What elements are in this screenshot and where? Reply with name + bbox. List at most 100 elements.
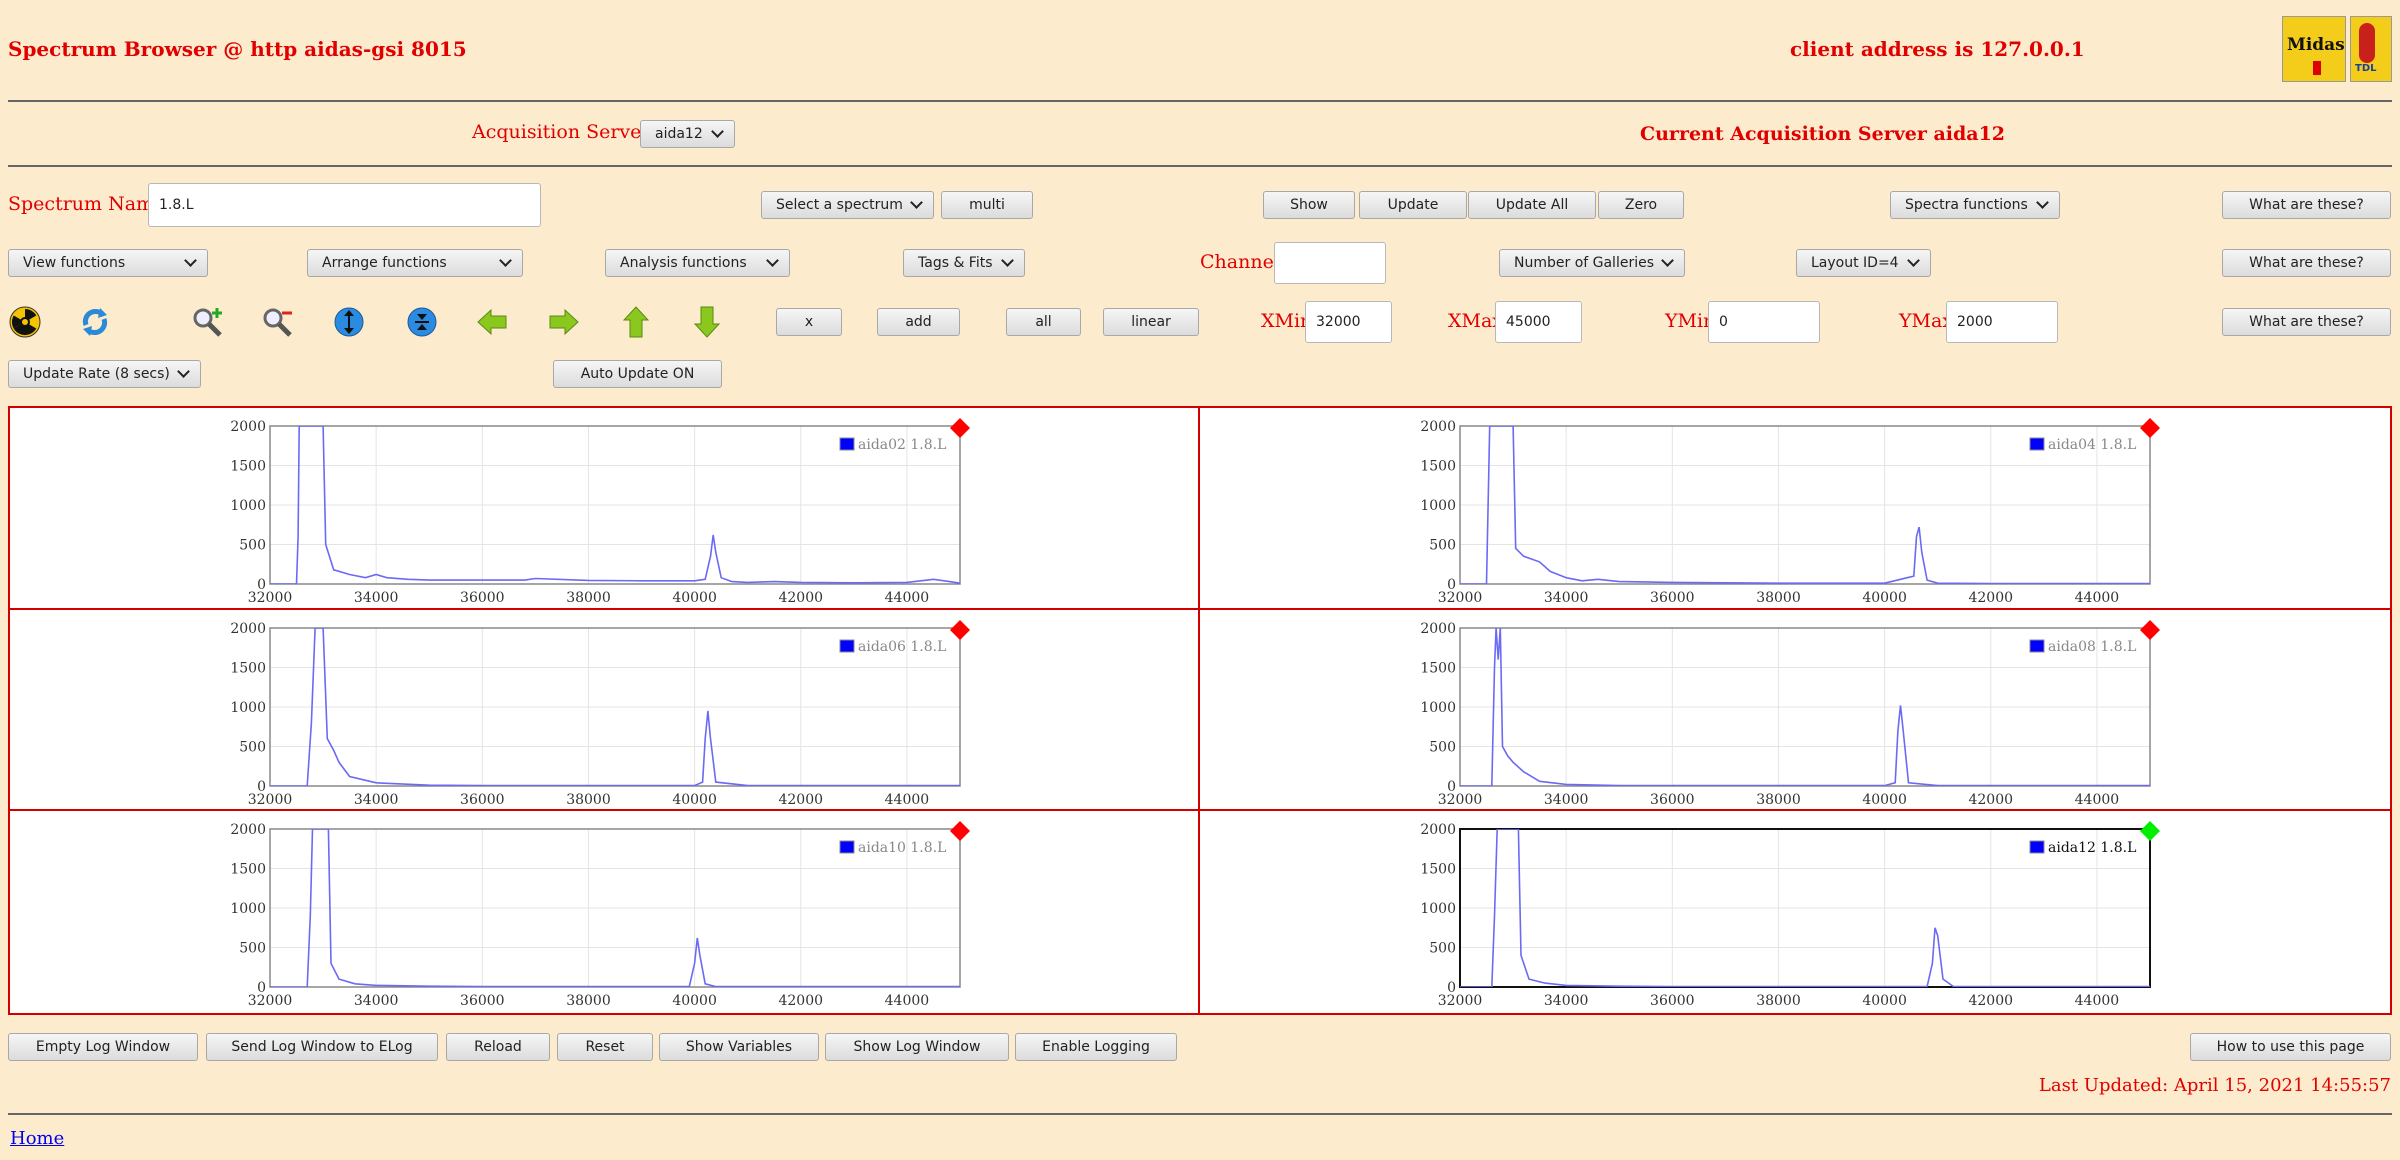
status-diamond-icon[interactable] — [950, 418, 970, 438]
expand-vertical-icon[interactable] — [332, 305, 366, 339]
zoom-in-icon[interactable] — [190, 305, 224, 339]
y-tick-label: 500 — [239, 739, 266, 755]
x-tick-label: 44000 — [885, 792, 930, 808]
xmax-input[interactable]: 45000 — [1495, 301, 1582, 343]
send-log-elog-button[interactable]: Send Log Window to ELog — [206, 1033, 438, 1061]
xmin-input[interactable]: 32000 — [1305, 301, 1392, 343]
help-button-2[interactable]: What are these? — [2222, 249, 2391, 277]
acquisition-server-value: aida12 — [655, 126, 703, 142]
reload-button[interactable]: Reload — [446, 1033, 550, 1061]
spectrum-series-line — [270, 426, 960, 584]
all-button[interactable]: all — [1006, 308, 1081, 336]
x-tick-label: 38000 — [566, 993, 611, 1009]
spectrum-plot-cell[interactable]: 32000 34000 36000 38000 40000 42000 44000 0 500 1… — [10, 609, 1200, 812]
y-tick-label: 1000 — [230, 901, 266, 917]
y-tick-label: 1500 — [1420, 459, 1456, 475]
x-button[interactable]: x — [776, 308, 842, 336]
spectrum-plot-cell[interactable]: 32000 34000 36000 38000 40000 42000 44000 0 500 1… — [1200, 408, 2390, 610]
auto-update-button[interactable]: Auto Update ON — [553, 360, 722, 388]
y-tick-label: 0 — [257, 577, 266, 593]
y-tick-label: 0 — [1447, 779, 1456, 795]
zero-button[interactable]: Zero — [1598, 191, 1684, 219]
show-button[interactable]: Show — [1263, 191, 1355, 219]
channel-input[interactable] — [1274, 242, 1386, 284]
x-tick-label: 42000 — [778, 993, 823, 1009]
show-variables-button[interactable]: Show Variables — [659, 1033, 819, 1061]
legend-swatch — [2029, 639, 2045, 653]
view-functions-dropdown[interactable]: View functions — [8, 249, 208, 277]
x-tick-label: 32000 — [1438, 792, 1483, 808]
spectra-functions-dropdown[interactable]: Spectra functions — [1890, 191, 2060, 219]
ymin-input[interactable]: 0 — [1708, 301, 1820, 343]
x-tick-label: 34000 — [354, 792, 399, 808]
linear-button[interactable]: linear — [1103, 308, 1199, 336]
update-all-button[interactable]: Update All — [1468, 191, 1596, 219]
spectrum-name-input[interactable]: 1.8.L — [148, 183, 541, 227]
plot-frame — [1459, 425, 2151, 585]
status-diamond-icon[interactable] — [2140, 418, 2160, 438]
arrange-functions-dropdown[interactable]: Arrange functions — [307, 249, 523, 277]
y-tick-label: 0 — [257, 980, 266, 996]
number-of-galleries-dropdown[interactable]: Number of Galleries — [1499, 249, 1685, 277]
x-tick-label: 34000 — [354, 590, 399, 606]
status-diamond-icon[interactable] — [950, 619, 970, 640]
spectrum-plot-svg: 32000 34000 36000 38000 40000 42000 44000 0 500 1… — [1420, 418, 2160, 606]
status-diamond-icon[interactable] — [2140, 821, 2160, 842]
chevron-down-icon — [184, 254, 197, 267]
status-diamond-icon[interactable] — [2140, 619, 2160, 640]
x-tick-label: 44000 — [885, 590, 930, 606]
spectrum-plot-cell[interactable]: 32000 34000 36000 38000 40000 42000 44000 0 500 1… — [1200, 811, 2390, 1013]
legend-label: aida08 1.8.L — [2048, 639, 2136, 655]
refresh-icon[interactable] — [78, 305, 112, 339]
select-spectrum-dropdown[interactable]: Select a spectrum — [761, 191, 934, 219]
chevron-down-icon — [910, 196, 923, 209]
show-log-window-button[interactable]: Show Log Window — [825, 1033, 1009, 1061]
x-tick-label: 42000 — [1968, 590, 2013, 606]
zoom-out-icon[interactable] — [260, 305, 294, 339]
empty-log-button[interactable]: Empty Log Window — [8, 1033, 198, 1061]
plot-frame — [269, 425, 961, 585]
arrow-up-icon[interactable] — [619, 305, 653, 339]
y-tick-label: 1500 — [230, 862, 266, 878]
analysis-functions-dropdown[interactable]: Analysis functions — [605, 249, 790, 277]
spectrum-series-line — [270, 627, 960, 786]
tags-fits-dropdown[interactable]: Tags & Fits — [903, 249, 1025, 277]
radiation-icon[interactable] — [8, 305, 42, 339]
y-tick-label: 500 — [239, 538, 266, 554]
spectrum-plot-cell[interactable]: 32000 34000 36000 38000 40000 42000 44000 0 500 1… — [10, 408, 1200, 610]
x-tick-label: 36000 — [1650, 792, 1695, 808]
how-to-use-button[interactable]: How to use this page — [2190, 1033, 2391, 1061]
y-tick-label: 0 — [257, 779, 266, 795]
legend-label: aida04 1.8.L — [2048, 437, 2136, 453]
y-tick-label: 1000 — [1420, 901, 1456, 917]
midas-logo-text: Midas — [2287, 35, 2345, 55]
y-tick-label: 1500 — [230, 660, 266, 676]
x-tick-label: 36000 — [460, 590, 505, 606]
home-link[interactable]: Home — [10, 1128, 65, 1149]
chevron-down-icon — [499, 254, 512, 267]
y-tick-label: 0 — [1447, 980, 1456, 996]
help-button-3[interactable]: What are these? — [2222, 308, 2391, 336]
help-button-1[interactable]: What are these? — [2222, 191, 2391, 219]
spectra-functions-label: Spectra functions — [1905, 197, 2028, 213]
spectrum-plot-svg: 32000 34000 36000 38000 40000 42000 44000 0 500 1… — [230, 418, 970, 606]
layout-id-dropdown[interactable]: Layout ID=4 — [1796, 249, 1931, 277]
spectrum-plot-cell[interactable]: 32000 34000 36000 38000 40000 42000 44000 0 500 1… — [10, 811, 1200, 1013]
spectrum-plot-svg: 32000 34000 36000 38000 40000 42000 44000 0 500 1… — [230, 821, 970, 1009]
spectrum-plot-cell[interactable]: 32000 34000 36000 38000 40000 42000 44000 0 500 1… — [1200, 610, 2390, 812]
acquisition-server-select[interactable]: aida12 — [640, 120, 735, 148]
arrow-right-icon[interactable] — [547, 305, 581, 339]
arrow-left-icon[interactable] — [475, 305, 509, 339]
add-button[interactable]: add — [877, 308, 960, 336]
legend-swatch — [839, 840, 855, 854]
update-rate-dropdown[interactable]: Update Rate (8 secs) — [8, 360, 201, 388]
arrow-down-icon[interactable] — [690, 305, 724, 339]
ymax-input[interactable]: 2000 — [1946, 301, 2058, 343]
enable-logging-button[interactable]: Enable Logging — [1015, 1033, 1177, 1061]
update-button[interactable]: Update — [1359, 191, 1467, 219]
reset-button[interactable]: Reset — [557, 1033, 653, 1061]
multi-button[interactable]: multi — [941, 191, 1033, 219]
y-tick-label: 2000 — [230, 419, 266, 435]
status-diamond-icon[interactable] — [950, 821, 970, 842]
compress-vertical-icon[interactable] — [405, 305, 439, 339]
